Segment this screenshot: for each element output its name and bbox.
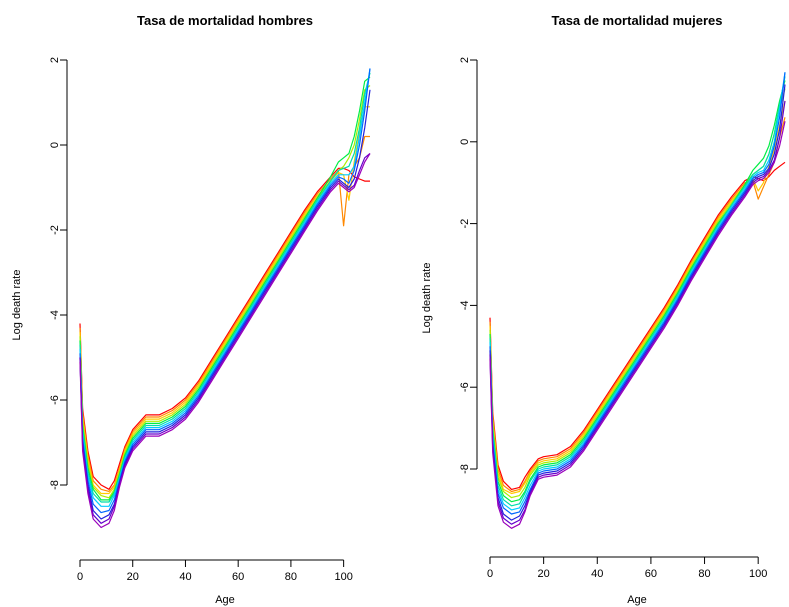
series-line-6 [489,76,786,507]
series-line-1 [79,167,370,490]
y-tick-label: -8 [459,464,471,474]
chart-title: Tasa de mortalidad hombres [137,13,313,28]
series-line-5 [489,80,786,503]
x-tick-label: 60 [645,568,657,580]
series-line-3 [79,106,370,495]
x-tick-label: 60 [232,571,244,583]
y-axis-ticks: -8 -6 -4 -2 0 2 [459,57,478,474]
series-line-10 [79,153,371,524]
y-tick-label: -6 [459,382,471,392]
chart-panel-hombres: Tasa de mortalidad hombres Age Log death… [11,13,371,606]
x-tick-label: 80 [285,571,297,583]
y-tick-label: -2 [459,219,471,229]
x-tick-label: 0 [487,568,493,580]
y-tick-label: -6 [49,395,61,405]
x-tick-label: 0 [77,571,83,583]
series-line-9 [79,89,371,520]
series-line-11 [79,153,371,529]
y-tick-label: -4 [49,310,61,320]
x-axis-label: Age [627,594,647,606]
series-line-1 [489,161,786,490]
series-line-4 [79,85,371,499]
x-tick-label: 80 [698,568,710,580]
y-tick-label: 0 [459,139,471,145]
series-layer [489,72,786,529]
series-line-11 [489,121,786,529]
x-axis-ticks: 0 20 40 60 80 100 [77,559,353,583]
y-tick-label: -8 [49,480,61,490]
series-line-5 [79,76,371,501]
x-tick-label: 40 [179,571,191,583]
series-line-4 [489,88,786,499]
series-line-7 [79,68,371,507]
x-tick-label: 100 [749,568,767,580]
series-line-8 [79,68,371,514]
y-axis-label: Log death rate [421,263,433,334]
y-tick-label: 2 [49,57,61,63]
y-axis-ticks: -8 -6 -4 -2 0 2 [49,57,68,490]
series-line-9 [489,84,786,521]
series-line-6 [79,72,371,503]
series-line-10 [489,100,786,525]
series-line-2 [79,135,370,492]
y-axis-label: Log death rate [11,270,23,341]
y-tick-label: -2 [49,225,61,235]
series-layer [79,68,371,529]
chart-panel-mujeres: Tasa de mortalidad mujeres Age Log death… [421,13,786,606]
x-tick-label: 20 [538,568,550,580]
chart-title: Tasa de mortalidad mujeres [552,13,723,28]
series-line-8 [489,72,786,515]
x-axis-ticks: 0 20 40 60 80 100 [487,556,767,580]
series-line-3 [489,100,786,495]
series-line-2 [489,117,786,493]
x-tick-label: 100 [334,571,352,583]
y-tick-label: -4 [459,301,471,311]
x-axis-label: Age [215,594,235,606]
x-tick-label: 20 [127,571,139,583]
y-tick-label: 0 [49,142,61,148]
x-tick-label: 40 [591,568,603,580]
y-tick-label: 2 [459,57,471,63]
series-line-7 [489,72,786,511]
